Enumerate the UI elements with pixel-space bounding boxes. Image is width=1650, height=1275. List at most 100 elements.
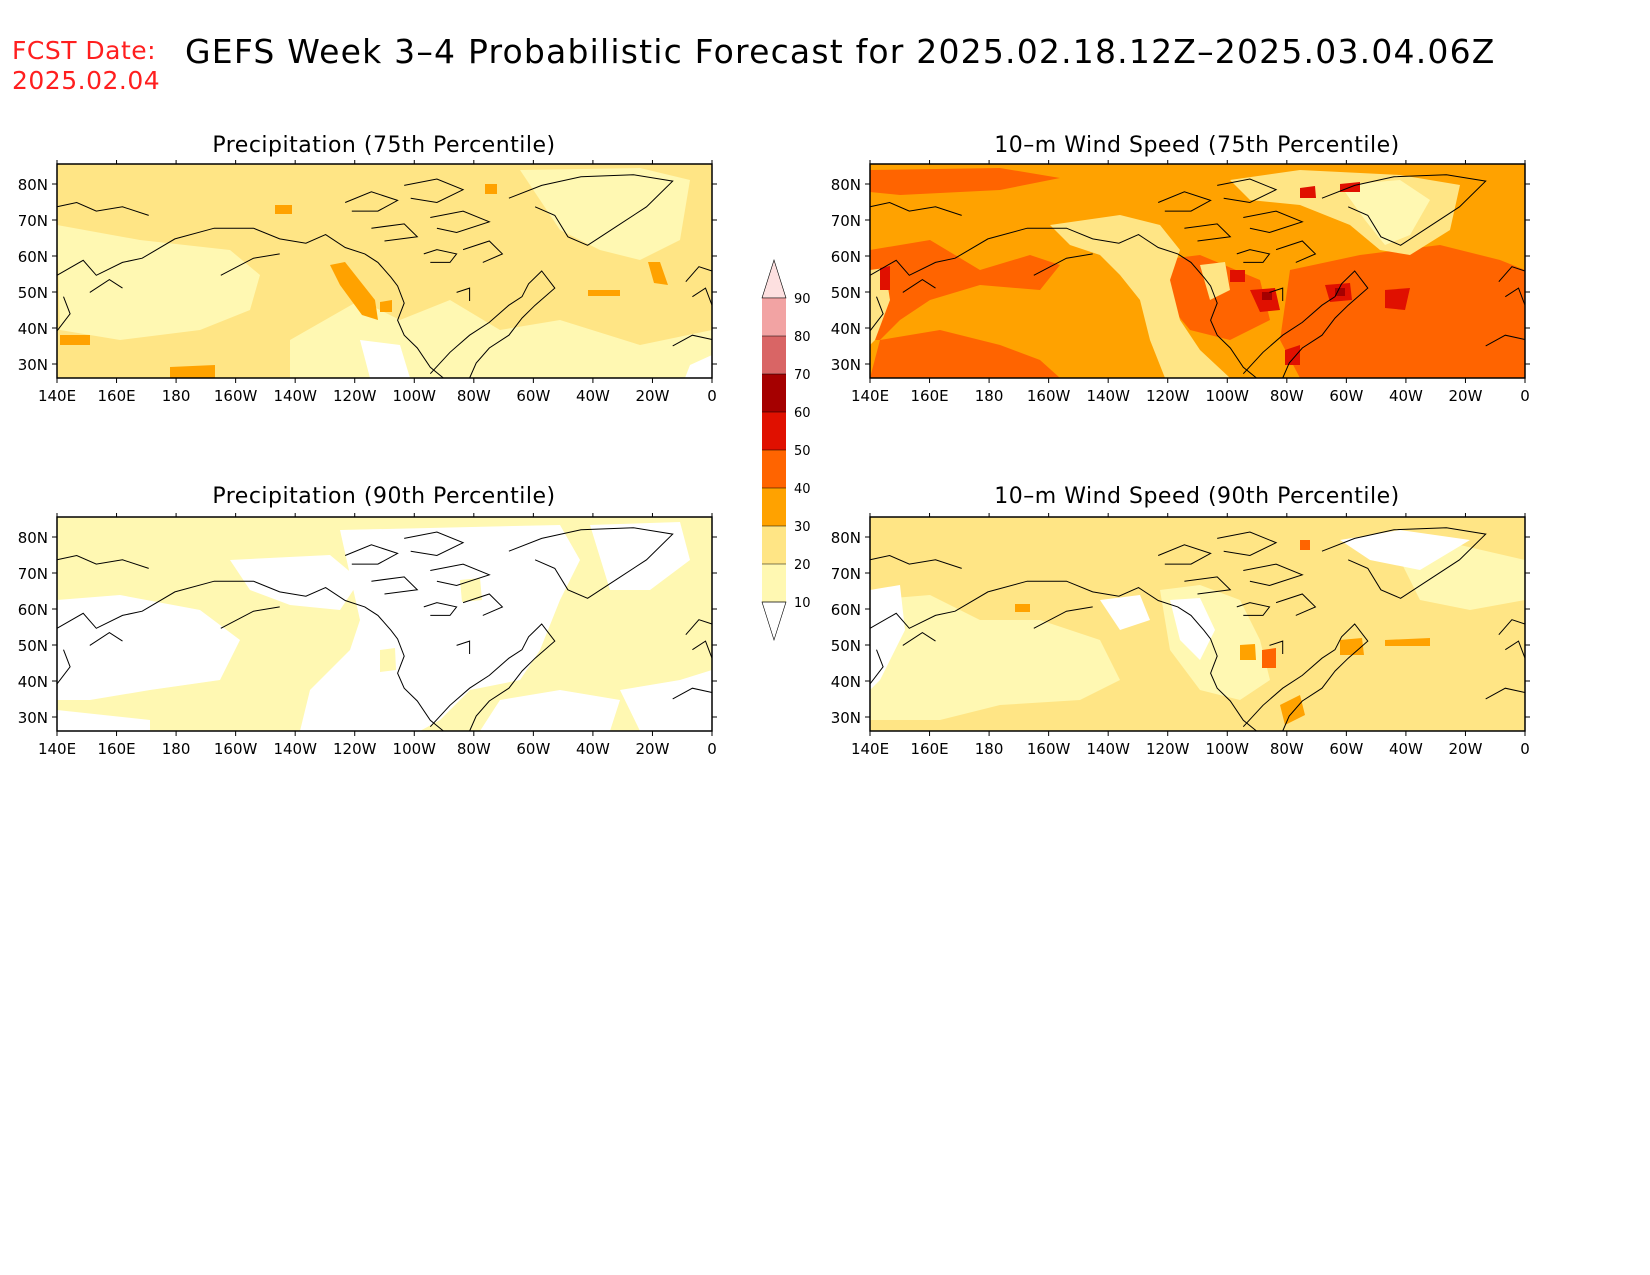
coastline <box>462 240 504 263</box>
colorbar-segment <box>762 374 786 412</box>
x-tick-label: 160W <box>1027 387 1071 405</box>
coastline <box>1269 640 1284 654</box>
coastline <box>429 270 556 379</box>
coastline <box>56 296 71 332</box>
shade-patch <box>1335 288 1345 296</box>
shade-patch <box>330 262 378 320</box>
coastline <box>345 191 399 212</box>
y-tick-label: 80N <box>18 529 48 547</box>
shade-patch <box>685 355 712 378</box>
colorbar-segment <box>762 526 786 564</box>
shade-patch <box>1262 292 1272 300</box>
coastline <box>371 576 419 595</box>
shade-patch <box>1300 540 1310 550</box>
y-tick-label: 30N <box>831 356 861 374</box>
coastline <box>423 602 458 616</box>
shade-patch <box>1280 695 1305 725</box>
coastline <box>1217 531 1278 557</box>
shade-patch <box>1170 598 1215 660</box>
x-tick-label: 140E <box>851 740 889 758</box>
y-tick-label: 40N <box>18 673 48 691</box>
x-tick-label: 0 <box>1520 387 1530 405</box>
coastline <box>869 649 884 685</box>
coastline <box>371 223 419 242</box>
shade-patch <box>485 184 497 194</box>
y-tick-label: 80N <box>831 176 861 194</box>
shade-patch <box>588 290 620 296</box>
coastline <box>1033 253 1093 276</box>
x-tick-label: 180 <box>975 740 1004 758</box>
shade-patch <box>590 522 690 590</box>
map-panel-precip75 <box>57 164 712 378</box>
x-tick-label: 140E <box>38 740 76 758</box>
shade-patch <box>380 648 396 672</box>
x-tick-label: 160W <box>214 740 258 758</box>
coastline <box>1505 287 1526 306</box>
x-tick-label: 120W <box>333 387 377 405</box>
coastline <box>56 554 149 569</box>
shade-patch <box>1340 638 1364 655</box>
x-tick-label: 140W <box>273 740 317 758</box>
coastline <box>56 227 444 379</box>
shade-patch <box>1262 648 1276 668</box>
coastline <box>869 201 962 216</box>
coastline <box>1269 287 1284 301</box>
shade-patch <box>1050 215 1230 378</box>
shade-patch <box>360 340 410 378</box>
shade-patch <box>870 595 1120 720</box>
x-tick-label: 60W <box>1329 740 1363 758</box>
panel-title-precip90: Precipitation (90th Percentile) <box>212 484 556 509</box>
coastline <box>692 640 713 659</box>
shade-patch <box>870 330 1060 378</box>
x-tick-label: 20W <box>1448 387 1482 405</box>
coastline <box>869 227 1257 379</box>
x-tick-label: 100W <box>393 740 437 758</box>
y-tick-label: 40N <box>831 673 861 691</box>
x-tick-label: 80W <box>1270 740 1304 758</box>
coastline <box>423 249 458 263</box>
x-tick-label: 80W <box>457 387 491 405</box>
colorbar-segment <box>762 336 786 374</box>
coastline <box>1321 527 1487 599</box>
coastline <box>685 619 713 636</box>
shade-patch <box>1280 245 1525 378</box>
coastline <box>1275 240 1317 263</box>
shade-patch <box>1340 530 1470 570</box>
colorbar-label: 40 <box>794 482 811 497</box>
x-tick-label: 160W <box>1027 740 1071 758</box>
x-tick-label: 60W <box>516 387 550 405</box>
coastline <box>429 623 556 732</box>
shade-patch <box>1385 638 1430 646</box>
x-tick-label: 20W <box>1448 740 1482 758</box>
shade-patch <box>870 168 1060 195</box>
coastline <box>1158 544 1212 565</box>
coastline <box>1243 210 1304 234</box>
map-frame <box>56 516 713 732</box>
x-tick-label: 180 <box>975 387 1004 405</box>
coastline <box>902 632 936 646</box>
coastline <box>508 174 674 246</box>
shade-patch <box>57 225 260 340</box>
shade-patch <box>648 262 668 285</box>
coastline <box>404 531 465 557</box>
x-tick-label: 120W <box>1146 740 1190 758</box>
map-panel-precip90 <box>57 517 712 731</box>
y-tick-label: 50N <box>18 637 48 655</box>
coastline <box>1498 619 1526 636</box>
y-tick-label: 60N <box>18 248 48 266</box>
x-tick-label: 60W <box>1329 387 1363 405</box>
y-tick-label: 70N <box>18 565 48 583</box>
coastline <box>462 593 504 616</box>
shade-patch <box>520 168 690 260</box>
coastline <box>1158 191 1212 212</box>
coastline <box>56 649 71 685</box>
colorbar-segment <box>762 412 786 450</box>
x-tick-label: 0 <box>707 387 717 405</box>
coastline <box>220 606 280 629</box>
page-title: GEFS Week 3–4 Probabilistic Forecast for… <box>185 32 1496 71</box>
shade-patch <box>1340 180 1430 245</box>
shade-patch <box>870 585 905 690</box>
y-tick-label: 50N <box>831 284 861 302</box>
y-tick-label: 80N <box>831 529 861 547</box>
x-tick-label: 140W <box>1086 740 1130 758</box>
